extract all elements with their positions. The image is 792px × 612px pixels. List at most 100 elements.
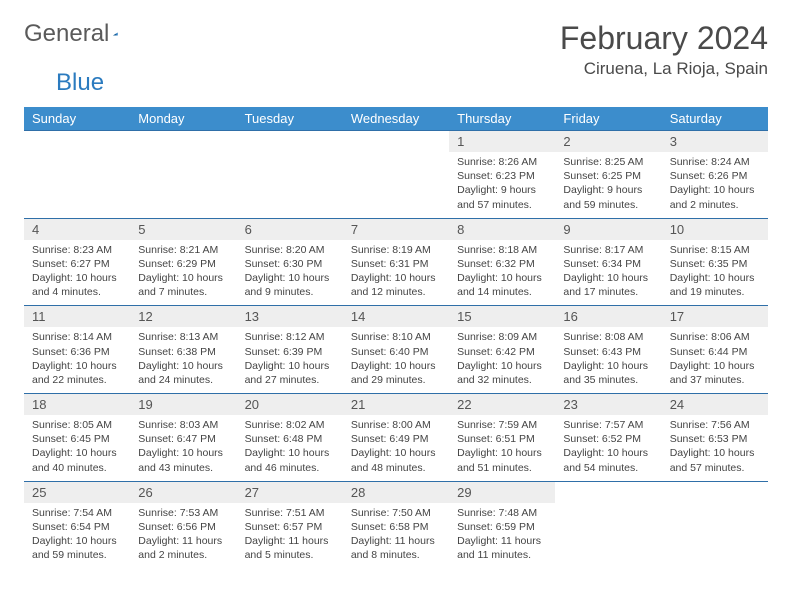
day-number-row: 45678910 [24,218,768,240]
sunrise-text: Sunrise: 8:14 AM [32,331,112,343]
sunset-text: Sunset: 6:39 PM [245,346,323,358]
day-info: Sunrise: 8:23 AMSunset: 6:27 PMDaylight:… [24,240,130,306]
day-number: 28 [343,481,449,503]
day-info: Sunrise: 7:59 AMSunset: 6:51 PMDaylight:… [449,415,555,481]
sunrise-text: Sunrise: 7:50 AM [351,507,431,519]
sunset-text: Sunset: 6:58 PM [351,521,429,533]
day-info: Sunrise: 8:15 AMSunset: 6:35 PMDaylight:… [662,240,768,306]
day-number-row: 2526272829 [24,481,768,503]
day-info: Sunrise: 8:06 AMSunset: 6:44 PMDaylight:… [662,327,768,393]
day-number: 9 [555,218,661,240]
day-info: Sunrise: 8:09 AM Sunset: 6:42 PM Daylight:… [449,327,555,393]
day-info: Sunrise: 8:17 AMSunset: 6:34 PMDaylight:… [555,240,661,306]
daylight-text: Daylight: 10 hours and 37 minutes. [670,360,755,386]
weekday-tuesday: Tuesday [237,107,343,131]
sunset-text: Sunset: 6:51 PM [457,433,535,445]
day-number: 20 [237,394,343,416]
day-info: Sunrise: 7:54 AMSunset: 6:54 PMDaylight:… [24,503,130,569]
daylight-text: Daylight: 10 hours and 51 minutes. [457,447,542,473]
daylight-text: Daylight: 10 hours and 46 minutes. [245,447,330,473]
daylight-text: Daylight: 10 hours and 22 minutes. [32,360,117,386]
sunset-text: Sunset: 6:57 PM [245,521,323,533]
day-number: 29 [449,481,555,503]
empty-cell [24,152,130,218]
empty-cell [237,131,343,153]
sunrise-text: Sunrise: 8:09 AM [457,331,537,343]
weekday-header-row: SundayMondayTuesdayWednesdayThursdayFrid… [24,107,768,131]
daylight-text: Daylight: 10 hours and 32 minutes. [457,360,542,386]
sunset-text: Sunset: 6:26 PM [670,170,748,182]
sunset-text: Sunset: 6:34 PM [563,258,641,270]
day-number: 4 [24,218,130,240]
sunset-text: Sunset: 6:40 PM [351,346,429,358]
title-block: February 2024 Ciruena, La Rioja, Spain [560,20,768,79]
day-number: 7 [343,218,449,240]
sunset-text: Sunset: 6:25 PM [563,170,641,182]
daylight-text: Daylight: 10 hours and 19 minutes. [670,272,755,298]
day-info: Sunrise: 8:08 AMSunset: 6:43 PMDaylight:… [555,327,661,393]
sunrise-text: Sunrise: 8:15 AM [670,244,750,256]
day-number: 8 [449,218,555,240]
day-info: Sunrise: 8:18 AMSunset: 6:32 PMDaylight:… [449,240,555,306]
day-info: Sunrise: 8:21 AMSunset: 6:29 PMDaylight:… [130,240,236,306]
empty-cell [555,503,661,569]
sunrise-text: Sunrise: 7:51 AM [245,507,325,519]
daylight-text: Daylight: 10 hours and 54 minutes. [563,447,648,473]
daylight-text: Daylight: 10 hours and 35 minutes. [563,360,648,386]
calendar-table: SundayMondayTuesdayWednesdayThursdayFrid… [24,107,768,568]
day-info: Sunrise: 8:24 AMSunset: 6:26 PMDaylight:… [662,152,768,218]
daylight-text: Daylight: 10 hours and 14 minutes. [457,272,542,298]
day-number: 2 [555,131,661,153]
sunrise-text: Sunrise: 8:00 AM [351,419,431,431]
sunrise-text: Sunrise: 8:25 AM [563,156,643,168]
sunrise-text: Sunrise: 8:20 AM [245,244,325,256]
daylight-text: Daylight: 10 hours and 27 minutes. [245,360,330,386]
daylight-text: Daylight: 9 hours and 59 minutes. [563,184,642,210]
daylight-text: Daylight: 10 hours and 43 minutes. [138,447,223,473]
sunset-text: Sunset: 6:27 PM [32,258,110,270]
day-info: Sunrise: 8:03 AMSunset: 6:47 PMDaylight:… [130,415,236,481]
day-number: 27 [237,481,343,503]
weekday-friday: Friday [555,107,661,131]
daylight-text: Daylight: 10 hours and 29 minutes. [351,360,436,386]
logo-triangle-icon [113,24,118,44]
sunset-text: Sunset: 6:29 PM [138,258,216,270]
day-number: 14 [343,306,449,328]
daylight-text: Daylight: 10 hours and 24 minutes. [138,360,223,386]
daylight-text: Daylight: 10 hours and 9 minutes. [245,272,330,298]
sunset-text: Sunset: 6:47 PM [138,433,216,445]
sunrise-text: Sunrise: 7:53 AM [138,507,218,519]
day-number-row: 123 [24,131,768,153]
day-number-row: 18192021222324 [24,394,768,416]
empty-cell [24,131,130,153]
day-number: 22 [449,394,555,416]
empty-cell [662,503,768,569]
calendar-body: 123Sunrise: 8:26 AMSunset: 6:23 PMDaylig… [24,131,768,569]
sunset-text: Sunset: 6:36 PM [32,346,110,358]
day-info: Sunrise: 8:13 AMSunset: 6:38 PMDaylight:… [130,327,236,393]
day-info: Sunrise: 7:50 AMSunset: 6:58 PMDaylight:… [343,503,449,569]
sunset-text: Sunset: 6:31 PM [351,258,429,270]
daylight-text: Daylight: 10 hours and 7 minutes. [138,272,223,298]
logo: General [24,20,141,48]
empty-cell [555,481,661,503]
day-number: 12 [130,306,236,328]
empty-cell [130,152,236,218]
day-number: 10 [662,218,768,240]
daylight-text: Daylight: 9 hours and 57 minutes. [457,184,536,210]
sunset-text: Sunset: 6:42 PM [457,346,535,358]
sunset-text: Sunset: 6:59 PM [457,521,535,533]
day-info: Sunrise: 8:05 AMSunset: 6:45 PMDaylight:… [24,415,130,481]
day-number: 19 [130,394,236,416]
day-info: Sunrise: 7:57 AMSunset: 6:52 PMDaylight:… [555,415,661,481]
empty-cell [343,152,449,218]
day-number: 13 [237,306,343,328]
day-info: Sunrise: 8:14 AM Sunset: 6:36 PM Daylight:… [24,327,130,393]
day-info: Sunrise: 8:20 AMSunset: 6:30 PMDaylight:… [237,240,343,306]
sunrise-text: Sunrise: 8:05 AM [32,419,112,431]
sunset-text: Sunset: 6:53 PM [670,433,748,445]
day-info: Sunrise: 8:02 AMSunset: 6:48 PMDaylight:… [237,415,343,481]
daylight-text: Daylight: 11 hours and 2 minutes. [138,535,222,561]
sunset-text: Sunset: 6:43 PM [563,346,641,358]
location-text: Ciruena, La Rioja, Spain [560,59,768,79]
